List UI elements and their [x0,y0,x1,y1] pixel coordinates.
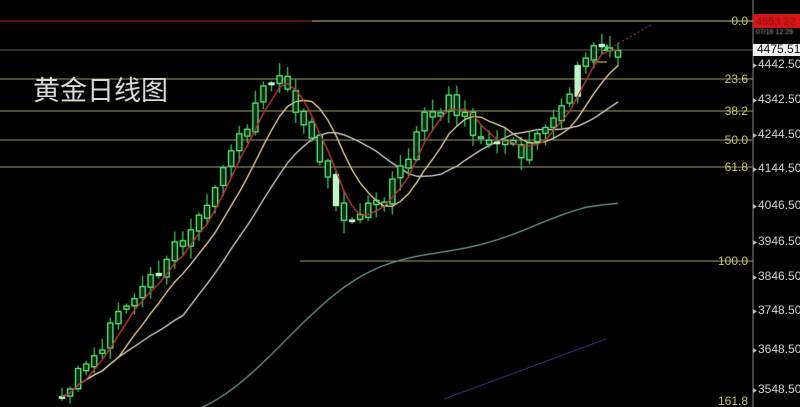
svg-text:4475.51: 4475.51 [757,42,800,56]
svg-text:3648.50: 3648.50 [758,342,800,356]
svg-text:50.0: 50.0 [725,133,749,147]
svg-text:100.0: 100.0 [718,254,748,268]
svg-text:3946.50: 3946.50 [758,234,800,248]
svg-text:黄金日线图: 黄金日线图 [33,76,168,106]
svg-text:4342.50: 4342.50 [758,92,800,106]
svg-text:3748.50: 3748.50 [758,303,800,317]
svg-text:3846.50: 3846.50 [758,269,800,283]
svg-text:4244.50: 4244.50 [758,127,800,141]
svg-text:07/16 12:29: 07/16 12:29 [756,29,793,36]
svg-text:23.6: 23.6 [725,72,749,86]
svg-text:4144.50: 4144.50 [758,161,800,175]
svg-text:38.2: 38.2 [725,104,749,118]
svg-text:161.8: 161.8 [718,394,748,407]
svg-text:4553.22: 4553.22 [756,16,796,28]
svg-text:4046.50: 4046.50 [758,198,800,212]
svg-text:4442.50: 4442.50 [758,57,800,71]
svg-text:3548.50: 3548.50 [758,382,800,396]
svg-text:61.8: 61.8 [725,160,749,174]
svg-text:0.0: 0.0 [731,14,748,28]
